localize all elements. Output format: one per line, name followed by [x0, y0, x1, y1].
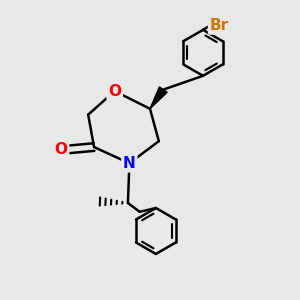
- Text: O: O: [108, 84, 121, 99]
- Text: Br: Br: [210, 18, 229, 33]
- Text: N: N: [123, 156, 136, 171]
- Polygon shape: [150, 87, 167, 109]
- Text: O: O: [55, 142, 68, 158]
